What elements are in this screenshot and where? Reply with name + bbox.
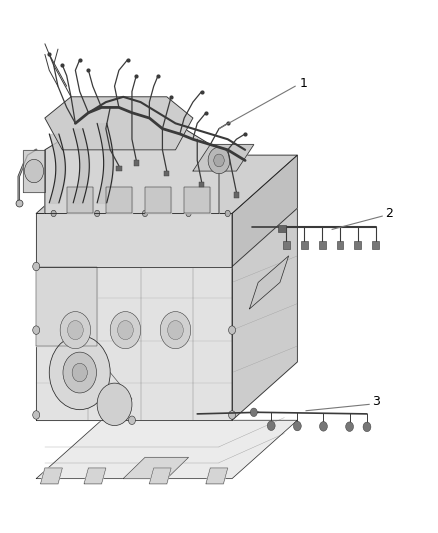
Polygon shape (36, 420, 297, 479)
Polygon shape (145, 187, 171, 214)
Circle shape (95, 211, 100, 216)
Bar (199, 182, 204, 187)
Circle shape (251, 408, 257, 417)
Circle shape (110, 312, 141, 349)
Bar (234, 192, 239, 198)
Polygon shape (149, 468, 171, 484)
Polygon shape (23, 150, 45, 192)
Circle shape (267, 421, 275, 431)
Circle shape (186, 211, 191, 216)
Polygon shape (106, 187, 132, 214)
Circle shape (320, 422, 327, 431)
Circle shape (63, 352, 96, 393)
Polygon shape (123, 457, 188, 479)
Circle shape (293, 421, 301, 431)
Bar (134, 160, 139, 166)
Text: 1: 1 (300, 77, 308, 90)
Circle shape (208, 147, 230, 174)
Circle shape (168, 320, 184, 340)
Bar (319, 240, 325, 249)
Circle shape (60, 312, 91, 349)
Polygon shape (232, 155, 297, 266)
Polygon shape (232, 208, 297, 420)
Polygon shape (36, 266, 97, 346)
Bar (116, 166, 121, 171)
Circle shape (33, 262, 40, 271)
Polygon shape (36, 214, 232, 266)
Bar (336, 240, 343, 249)
Bar (372, 240, 379, 249)
Bar (278, 224, 286, 232)
Circle shape (225, 211, 230, 216)
Polygon shape (206, 468, 228, 484)
Text: 2: 2 (385, 207, 393, 220)
Circle shape (142, 211, 148, 216)
Circle shape (25, 159, 44, 183)
Polygon shape (250, 256, 289, 309)
Bar (283, 240, 290, 249)
Circle shape (229, 411, 236, 419)
Polygon shape (193, 144, 254, 171)
Bar (164, 171, 170, 176)
Circle shape (160, 312, 191, 349)
Circle shape (97, 383, 132, 425)
Polygon shape (84, 468, 106, 484)
Polygon shape (36, 155, 297, 214)
Polygon shape (36, 266, 232, 420)
Polygon shape (184, 187, 210, 214)
Circle shape (49, 335, 110, 410)
Circle shape (128, 416, 135, 424)
Polygon shape (45, 118, 219, 214)
Circle shape (72, 364, 87, 382)
Text: 3: 3 (372, 395, 380, 408)
Circle shape (67, 320, 83, 340)
Circle shape (33, 411, 40, 419)
Circle shape (33, 326, 40, 334)
Circle shape (363, 422, 371, 432)
Bar (354, 240, 361, 249)
Polygon shape (45, 97, 193, 150)
Circle shape (214, 154, 224, 167)
Polygon shape (67, 187, 93, 214)
Circle shape (117, 320, 133, 340)
Circle shape (346, 422, 353, 431)
Polygon shape (41, 468, 62, 484)
Circle shape (51, 211, 56, 216)
Bar (301, 240, 308, 249)
Circle shape (229, 326, 236, 334)
